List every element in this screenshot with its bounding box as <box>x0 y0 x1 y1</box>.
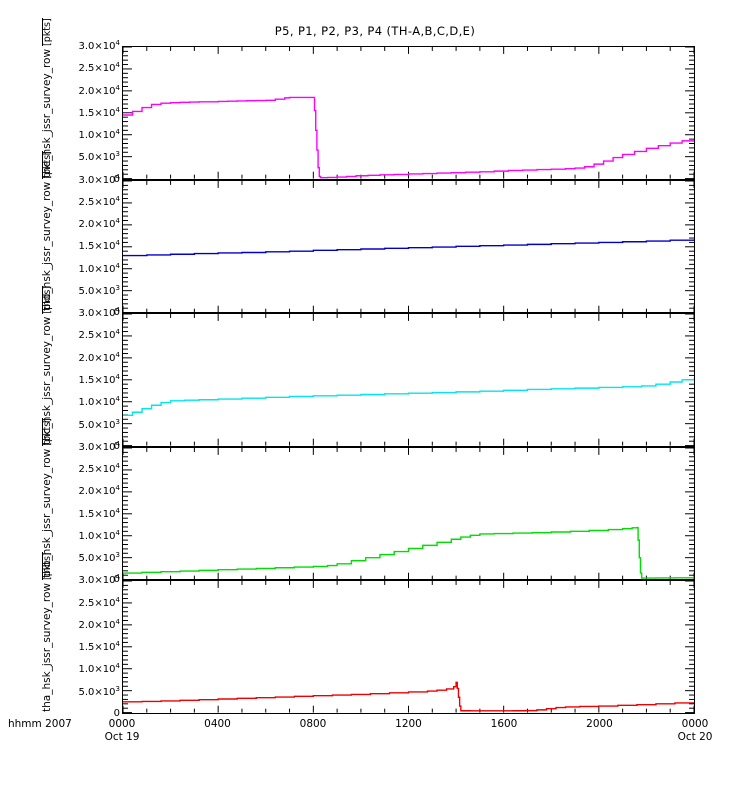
x-tick-label: 0000 Oct 20 <box>678 718 713 743</box>
y-ticks-tha_hsk_jssr_survey_row: 3.0×104 2.5×104 2.0×104 1.5×104 1.0×104 5.0×1… <box>54 574 120 719</box>
y-tick-label: 0 <box>113 173 120 185</box>
trace-thb_hsk_jssr_survey_row <box>123 527 694 577</box>
y-tick-label: 3.0×104 <box>78 172 120 186</box>
y-tick-label: 2.0×104 <box>78 484 120 498</box>
x-axis-corner-line1: hhmm <box>8 718 42 730</box>
panel-thc_hsk_jssr_survey_row <box>122 313 695 447</box>
y-tick-label: 2.5×104 <box>78 328 120 342</box>
y-tick-label: 1.0×104 <box>78 528 120 543</box>
trace-thd_hsk_jssr_survey_row <box>123 239 694 255</box>
y-tick-label: 0 <box>113 707 120 719</box>
y-axis-title-text: tha_hsk_jssr_survey_row <box>41 582 54 712</box>
y-tick-label: 2.5×104 <box>78 61 120 75</box>
y-tick-label: 2.5×104 <box>78 461 120 476</box>
trace-tha_hsk_jssr_survey_row <box>123 683 694 712</box>
x-tick-label: 0800 <box>300 718 327 731</box>
y-tick-label: 3.0×104 <box>78 306 120 320</box>
y-tick-label: 5.0×103 <box>78 684 120 698</box>
y-ticks-thb_hsk_jssr_survey_row: 3.0×104 2.5×104 2.0×104 1.5×104 1.0×104 5.0×1… <box>54 440 120 585</box>
y-ticks-the_hsk_jssr_survey_row: 3.0×104 2.5×104 2.0×104 1.5×104 1.0×104 5.0×1… <box>54 39 120 184</box>
x-tick-label: 1200 <box>395 718 422 731</box>
x-tick-time: 2000 <box>586 718 613 730</box>
x-tick-date: Oct 19 <box>104 730 140 743</box>
y-ticks-thd_hsk_jssr_survey_row: 3.0×104 2.5×104 2.0×104 1.5×104 1.0×104 5.0×1… <box>54 173 120 318</box>
panel-tha_hsk_jssr_survey_row <box>122 580 695 714</box>
y-tick-label: 1.0×104 <box>78 662 120 676</box>
y-tick-label: 2.5×104 <box>78 595 120 609</box>
x-axis-corner-line2: 2007 <box>45 718 72 730</box>
y-tick-label: 2.5×104 <box>78 194 120 209</box>
x-tick-label: 0400 <box>204 718 231 731</box>
x-tick-label: 2000 <box>586 718 613 731</box>
x-tick-date: Oct 20 <box>677 730 713 743</box>
y-axis-unit: [pkts] <box>42 285 53 314</box>
y-tick-label: 1.5×104 <box>78 640 120 654</box>
y-tick-label: 2.0×104 <box>78 83 120 97</box>
y-tick-label: 1.5×104 <box>78 372 120 387</box>
panel-stack <box>122 46 695 714</box>
x-tick-time: 1200 <box>395 718 422 730</box>
x-tick-time: 0800 <box>299 718 327 730</box>
y-tick-label: 2.0×104 <box>78 350 120 364</box>
y-tick-label: 3.0×104 <box>78 38 120 53</box>
x-tick-label: 1600 <box>491 718 518 731</box>
y-tick-label: 1.0×104 <box>78 127 120 142</box>
trace-the_hsk_jssr_survey_row <box>123 97 694 177</box>
y-tick-label: 0 <box>113 440 120 452</box>
y-tick-label: 5.0×103 <box>78 150 120 164</box>
panel-thb_hsk_jssr_survey_row <box>122 446 695 581</box>
y-tick-label: 2.0×104 <box>78 617 120 632</box>
y-tick-label: 1.0×104 <box>78 261 120 275</box>
panel-the_hsk_jssr_survey_row <box>122 46 695 180</box>
y-tick-label: 5.0×103 <box>78 283 120 298</box>
y-tick-label: 5.0×103 <box>78 417 120 431</box>
y-tick-label: 3.0×104 <box>78 573 120 587</box>
y-axis-unit: [pkts] <box>42 552 53 580</box>
x-tick-label: 0000 Oct 19 <box>105 718 140 743</box>
x-tick-time: 0000 <box>681 718 709 730</box>
panel-thd_hsk_jssr_survey_row <box>122 179 695 314</box>
page-title: P5, P1, P2, P3, P4 (TH-A,B,C,D,E) <box>274 24 476 38</box>
x-axis-labels: hhmm 2007 0000 Oct 19 0400 0800 1200 1600 2000… <box>0 718 750 758</box>
y-tick-label: 0 <box>113 574 120 586</box>
y-axis-unit: [pkts] <box>42 418 53 447</box>
y-tick-label: 1.0×104 <box>78 395 120 409</box>
y-tick-label: 1.5×104 <box>78 239 120 253</box>
y-axis-unit: [pkts] <box>42 151 53 179</box>
y-tick-label: 3.0×104 <box>78 439 120 453</box>
y-tick-label: 1.5×104 <box>78 506 120 520</box>
y-axis-unit: [pkts] <box>42 17 53 46</box>
y-tick-label: 5.0×103 <box>78 550 120 565</box>
trace-thc_hsk_jssr_survey_row <box>123 379 694 416</box>
x-tick-time: 0400 <box>204 718 231 730</box>
x-tick-time: 1600 <box>490 718 518 730</box>
x-tick-time: 0000 <box>108 718 136 730</box>
y-tick-label: 0 <box>113 307 120 319</box>
x-axis-corner-label: hhmm 2007 <box>8 718 72 731</box>
y-tick-label: 1.5×104 <box>78 105 120 119</box>
y-tick-label: 2.0×104 <box>78 216 120 231</box>
y-ticks-thc_hsk_jssr_survey_row: 3.0×104 2.5×104 2.0×104 1.5×104 1.0×104 5.0×1… <box>54 307 120 452</box>
